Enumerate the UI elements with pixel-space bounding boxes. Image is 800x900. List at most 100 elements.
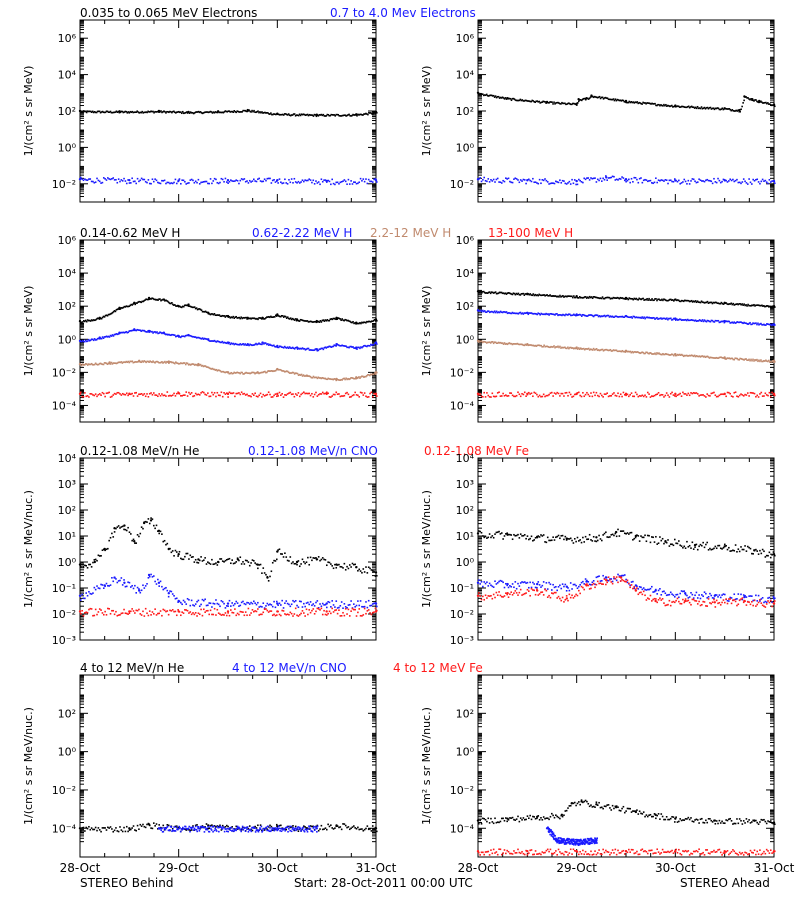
data-point — [142, 610, 144, 613]
data-point — [292, 393, 294, 395]
data-point — [198, 111, 201, 114]
data-point — [124, 585, 127, 588]
data-point — [364, 321, 366, 324]
data-point — [351, 346, 353, 348]
data-point — [529, 179, 531, 182]
data-point — [547, 101, 549, 104]
data-point — [343, 603, 346, 605]
data-point — [130, 329, 133, 332]
data-point — [489, 94, 492, 97]
data-point — [719, 181, 722, 184]
data-point — [748, 178, 750, 180]
data-point — [285, 347, 288, 349]
data-point — [110, 111, 113, 114]
data-point — [638, 177, 641, 180]
data-point — [691, 106, 694, 108]
data-point — [196, 364, 199, 367]
data-point — [689, 354, 692, 357]
data-point — [229, 343, 232, 346]
data-point — [192, 363, 195, 366]
data-point — [116, 308, 119, 311]
data-point — [607, 395, 610, 398]
data-point — [623, 100, 626, 103]
data-point — [93, 181, 96, 184]
data-point — [487, 95, 490, 97]
data-point — [84, 612, 86, 614]
data-point — [186, 182, 189, 185]
data-point — [251, 602, 254, 605]
data-point — [715, 356, 718, 359]
data-point — [570, 346, 572, 349]
data-point — [518, 181, 521, 184]
data-point — [286, 602, 289, 605]
data-point — [282, 346, 285, 349]
data-point — [771, 391, 773, 394]
data-point — [593, 296, 596, 298]
data-point — [625, 394, 627, 397]
data-point — [93, 559, 96, 561]
data-point — [301, 392, 304, 395]
data-point — [633, 395, 636, 398]
data-point — [138, 329, 141, 331]
data-point — [578, 391, 580, 394]
data-point — [593, 349, 596, 351]
data-point — [346, 183, 348, 186]
data-point — [361, 179, 363, 182]
data-point — [318, 377, 321, 379]
data-point — [212, 340, 215, 342]
data-point — [707, 107, 710, 110]
data-point — [273, 344, 275, 347]
data-point — [550, 295, 552, 297]
data-point — [592, 315, 595, 318]
data-point — [629, 101, 632, 104]
data-point — [304, 348, 307, 351]
data-point — [121, 525, 124, 528]
data-point — [537, 395, 540, 398]
data-point — [317, 320, 320, 323]
data-point — [733, 110, 736, 112]
data-point — [561, 179, 564, 182]
data-point — [592, 296, 595, 298]
data-point — [649, 179, 652, 182]
data-point — [102, 548, 105, 551]
data-point — [91, 363, 94, 366]
data-point — [313, 557, 316, 559]
data-point — [105, 110, 108, 113]
data-point — [321, 557, 324, 559]
data-point — [710, 356, 713, 359]
data-point — [85, 592, 88, 594]
data-point — [646, 351, 648, 354]
data-point — [82, 179, 85, 182]
data-point — [525, 182, 527, 185]
data-point — [171, 593, 174, 595]
data-point — [764, 324, 766, 326]
data-point — [231, 602, 233, 604]
data-point — [159, 182, 162, 185]
data-point — [166, 360, 168, 363]
data-point — [134, 303, 137, 306]
data-point — [173, 334, 175, 336]
data-point — [266, 393, 269, 396]
data-point — [311, 114, 314, 117]
data-point — [772, 360, 774, 362]
data-point — [646, 180, 649, 183]
data-point — [270, 315, 272, 318]
data-point — [603, 393, 606, 395]
data-point — [301, 319, 304, 322]
data-point — [167, 395, 170, 397]
data-point — [491, 95, 494, 97]
data-point — [251, 559, 254, 561]
data-point — [277, 549, 279, 551]
data-point — [93, 614, 96, 617]
data-point — [184, 555, 186, 558]
data-point — [636, 101, 638, 103]
data-point — [510, 99, 513, 102]
data-point — [487, 291, 490, 294]
data-point — [317, 607, 320, 609]
data-point — [275, 369, 277, 372]
data-point — [736, 357, 738, 360]
data-point — [601, 296, 604, 298]
data-point — [230, 605, 232, 607]
data-point — [703, 355, 706, 358]
data-point — [126, 361, 129, 364]
